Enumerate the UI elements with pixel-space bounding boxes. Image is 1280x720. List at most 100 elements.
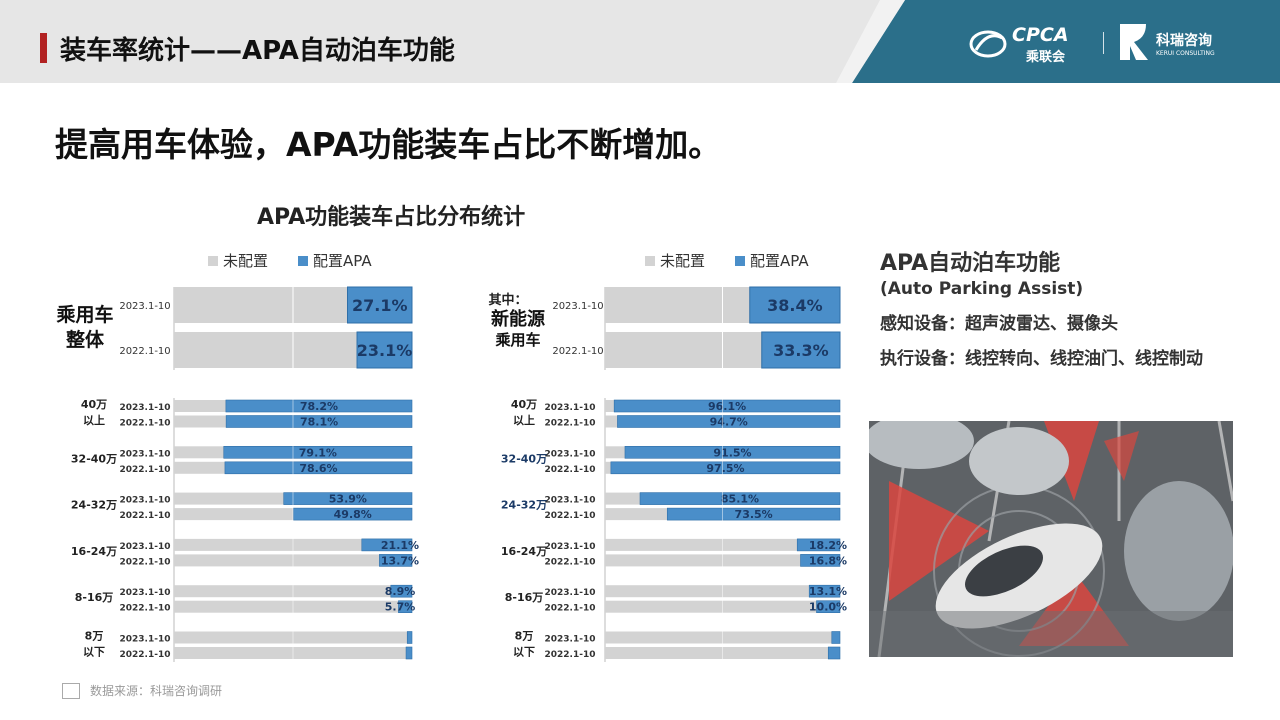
overall-data-label: 38.4%: [767, 296, 823, 315]
overall-data-label: 33.3%: [773, 341, 829, 360]
kerui-logo: 科瑞咨询 KERUI CONSULTING: [1116, 20, 1236, 64]
overall-data-label: 27.1%: [352, 296, 408, 315]
segment-bar-configured: [624, 446, 841, 459]
segment-bar-configured: [796, 538, 841, 552]
legend-item-not-configured: 未配置: [645, 250, 705, 271]
segment-data-label: 10.0%: [809, 601, 847, 614]
segment-data-label: 91.5%: [713, 446, 751, 459]
segment-name-line1: 40万: [81, 398, 107, 411]
header-bar: 装车率统计——APA自动泊车功能 CPCA 乘联会 科瑞咨询 KERUI CON…: [0, 0, 1280, 83]
segment-name-line2: 以下: [83, 646, 105, 659]
legend-swatch-gray: [208, 255, 218, 266]
apa-charts: 27.1%2023.1-1023.1%2022.1-10乘用车整体78.2%20…: [55, 286, 847, 662]
segment-bar-configured: [405, 646, 413, 660]
segment-bar-configured: [610, 461, 841, 475]
segment-bar-configured: [816, 600, 841, 614]
segment-bar-configured: [223, 446, 413, 459]
segment-period-label: 2022.1-10: [120, 419, 171, 429]
segment-name-line2: 以下: [513, 646, 535, 659]
segment-period-label: 2023.1-10: [120, 449, 171, 459]
segment-bar-configured: [379, 554, 413, 567]
segment-period-label: 2022.1-10: [120, 604, 171, 614]
segment-period-label: 2022.1-10: [545, 419, 596, 429]
legend-swatch-gray: [645, 255, 655, 266]
overall-data-label: 23.1%: [357, 341, 413, 360]
overall-bar-configured: [761, 331, 841, 369]
segment-name: 32-40万: [71, 452, 117, 465]
segment-name: 8-16万: [75, 591, 114, 604]
header-teal-band: [836, 0, 1280, 83]
segment-period-label: 2022.1-10: [545, 465, 596, 475]
page-section-title: 装车率统计——APA自动泊车功能: [60, 36, 455, 66]
segment-period-label: 2022.1-10: [120, 650, 171, 660]
overall-bar-configured: [749, 286, 841, 324]
segment-period-label: 2023.1-10: [545, 635, 596, 645]
header-white-stripe: [836, 0, 905, 83]
legend-label-not-configured: 未配置: [660, 252, 706, 270]
footer-source: 数据来源：科瑞咨询调研: [62, 682, 222, 699]
segment-bar-configured: [224, 461, 413, 475]
parking-photo: [869, 421, 1233, 657]
segment-data-label: 94.7%: [710, 416, 748, 429]
segment-data-label: 13.1%: [809, 585, 847, 598]
segment-name-line1: 40万: [511, 398, 537, 411]
segment-bar-configured: [398, 600, 413, 614]
segment-bar-configured: [617, 415, 841, 428]
segment-data-label: 78.1%: [300, 416, 338, 429]
segment-period-label: 2022.1-10: [545, 557, 596, 567]
legend-swatch-blue: [735, 255, 746, 266]
segment-bar-configured: [283, 492, 413, 505]
segment-name: 8-16万: [505, 591, 544, 604]
segment-name: 32-40万: [501, 452, 547, 465]
kerui-k-icon: [1120, 24, 1148, 60]
segment-data-label: 53.9%: [329, 493, 367, 506]
legend-label-configured: 配置APA: [750, 252, 809, 270]
header-teal-shape: [852, 0, 1280, 83]
segment-period-label: 2023.1-10: [545, 449, 596, 459]
segment-data-label: 5.7%: [385, 601, 416, 614]
info-sensing: 感知设备：超声波雷达、摄像头: [880, 314, 1118, 334]
segment-name-line2: 以上: [83, 413, 105, 427]
segment-data-label: 73.5%: [735, 508, 773, 521]
segment-name: 24-32万: [71, 499, 117, 512]
segment-name-line1: 8万: [515, 630, 534, 643]
segment-period-label: 2023.1-10: [120, 588, 171, 598]
segment-bar-configured: [390, 584, 413, 598]
segment-period-label: 2022.1-10: [120, 511, 171, 521]
segment-period-label: 2023.1-10: [545, 588, 596, 598]
segment-period-label: 2023.1-10: [120, 542, 171, 552]
segment-bar-configured: [666, 507, 841, 521]
segment-bar-configured: [827, 646, 841, 660]
legend-item-configured: 配置APA: [298, 250, 372, 271]
segment-period-label: 2022.1-10: [545, 650, 596, 660]
legend-item-not-configured: 未配置: [208, 250, 268, 271]
segment-data-label: 85.1%: [721, 493, 759, 506]
legend-label-not-configured: 未配置: [223, 252, 269, 270]
headline: 提高用车体验，APA功能装车占比不断增加。: [55, 125, 722, 164]
footer-source-text: 数据来源：科瑞咨询调研: [90, 684, 223, 698]
segment-data-label: 78.2%: [300, 400, 338, 413]
segment-period-label: 2023.1-10: [120, 403, 171, 413]
legend-swatch-blue: [298, 255, 309, 266]
segment-bar-configured: [831, 631, 841, 644]
segment-period-label: 2022.1-10: [120, 465, 171, 475]
info-panel: APA自动泊车功能 (Auto Parking Assist) 感知设备：超声波…: [880, 245, 1270, 369]
segment-bar-configured: [225, 399, 413, 413]
segment-period-label: 2022.1-10: [545, 511, 596, 521]
info-title: APA自动泊车功能: [880, 251, 1061, 276]
overall-period-label: 2022.1-10: [119, 346, 170, 357]
header-accent-bar: [40, 33, 47, 63]
overall-bar-configured: [347, 286, 413, 324]
chart-title: APA功能装车占比分布统计: [257, 205, 526, 230]
legend-label-configured: 配置APA: [313, 252, 372, 270]
cpca-logo: CPCA 乘联会: [968, 22, 1092, 66]
segment-data-label: 79.1%: [299, 446, 337, 459]
legend-left: 未配置 配置APA: [208, 250, 402, 271]
segment-data-label: 49.8%: [334, 508, 372, 521]
segment-data-label: 8.9%: [385, 585, 416, 598]
group-label-line2: 乘用车: [494, 331, 540, 349]
segment-period-label: 2023.1-10: [545, 403, 596, 413]
group-label-line1: 新能源: [491, 308, 545, 330]
parking-illustration: [869, 421, 1233, 657]
overall-period-label: 2023.1-10: [119, 301, 170, 312]
